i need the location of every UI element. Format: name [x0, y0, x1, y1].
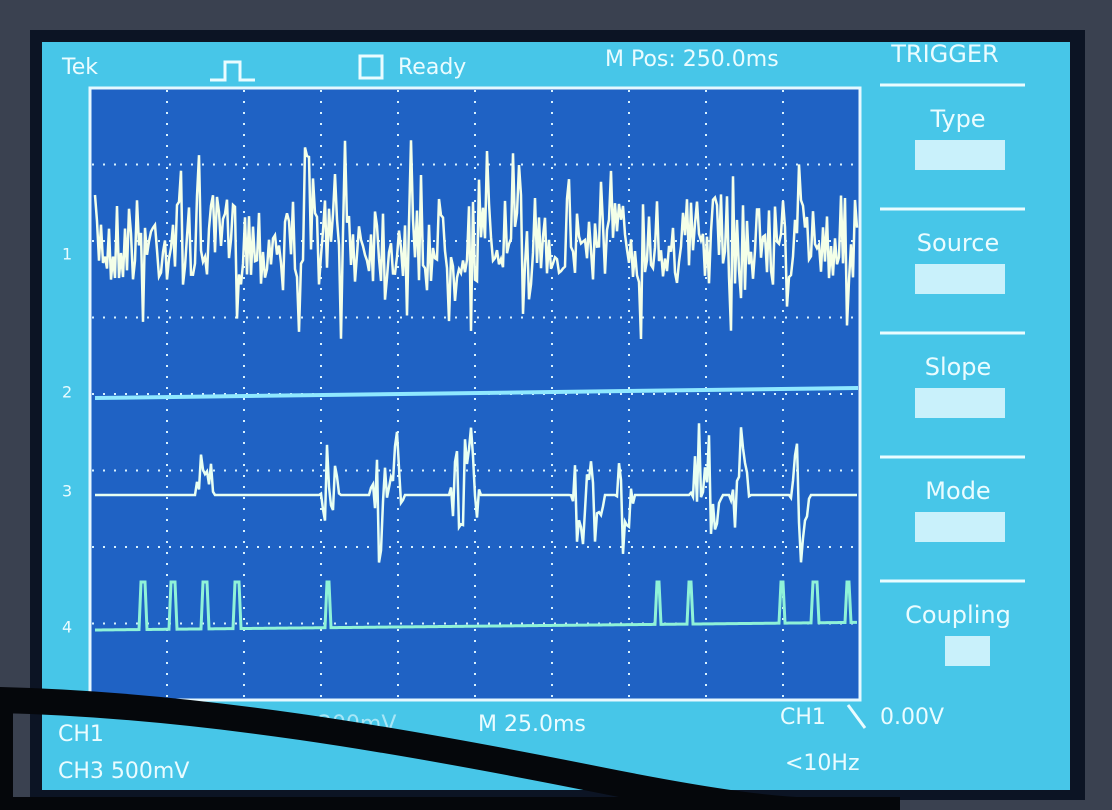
channel-marker: 1 — [62, 245, 72, 264]
ch1-label: CH1 — [58, 722, 104, 747]
menu-value — [945, 636, 990, 666]
menu-item: Source — [917, 229, 999, 257]
menu-value — [915, 512, 1005, 542]
menu-item: Coupling — [905, 601, 1011, 629]
ch3-label: CH3 500mV — [58, 759, 189, 784]
menu-item: Mode — [925, 477, 990, 505]
trigger-source: CH1 — [780, 705, 826, 730]
menu-item: Type — [929, 105, 985, 133]
menu-value — [915, 264, 1005, 294]
trigger-level: 0.00V — [880, 705, 944, 730]
menu-value — [915, 388, 1005, 418]
menu-item: Slope — [925, 353, 992, 381]
frequency: <10Hz — [785, 751, 860, 776]
menu-value — [915, 140, 1005, 170]
position: M Pos: 250.0ms — [605, 47, 779, 72]
channel-marker: 2 — [62, 383, 72, 402]
timebase: M 25.0ms — [478, 712, 586, 737]
channel-marker: 3 — [62, 482, 72, 501]
menu-title: TRIGGER — [890, 40, 998, 68]
channel-marker: 4 — [62, 618, 72, 637]
brand: Tek — [61, 55, 98, 80]
oscilloscope: 1 2 3 4 Tek Ready M Pos: 250.0ms TRIGGER Ty… — [0, 0, 1112, 810]
status: Ready — [398, 55, 466, 80]
